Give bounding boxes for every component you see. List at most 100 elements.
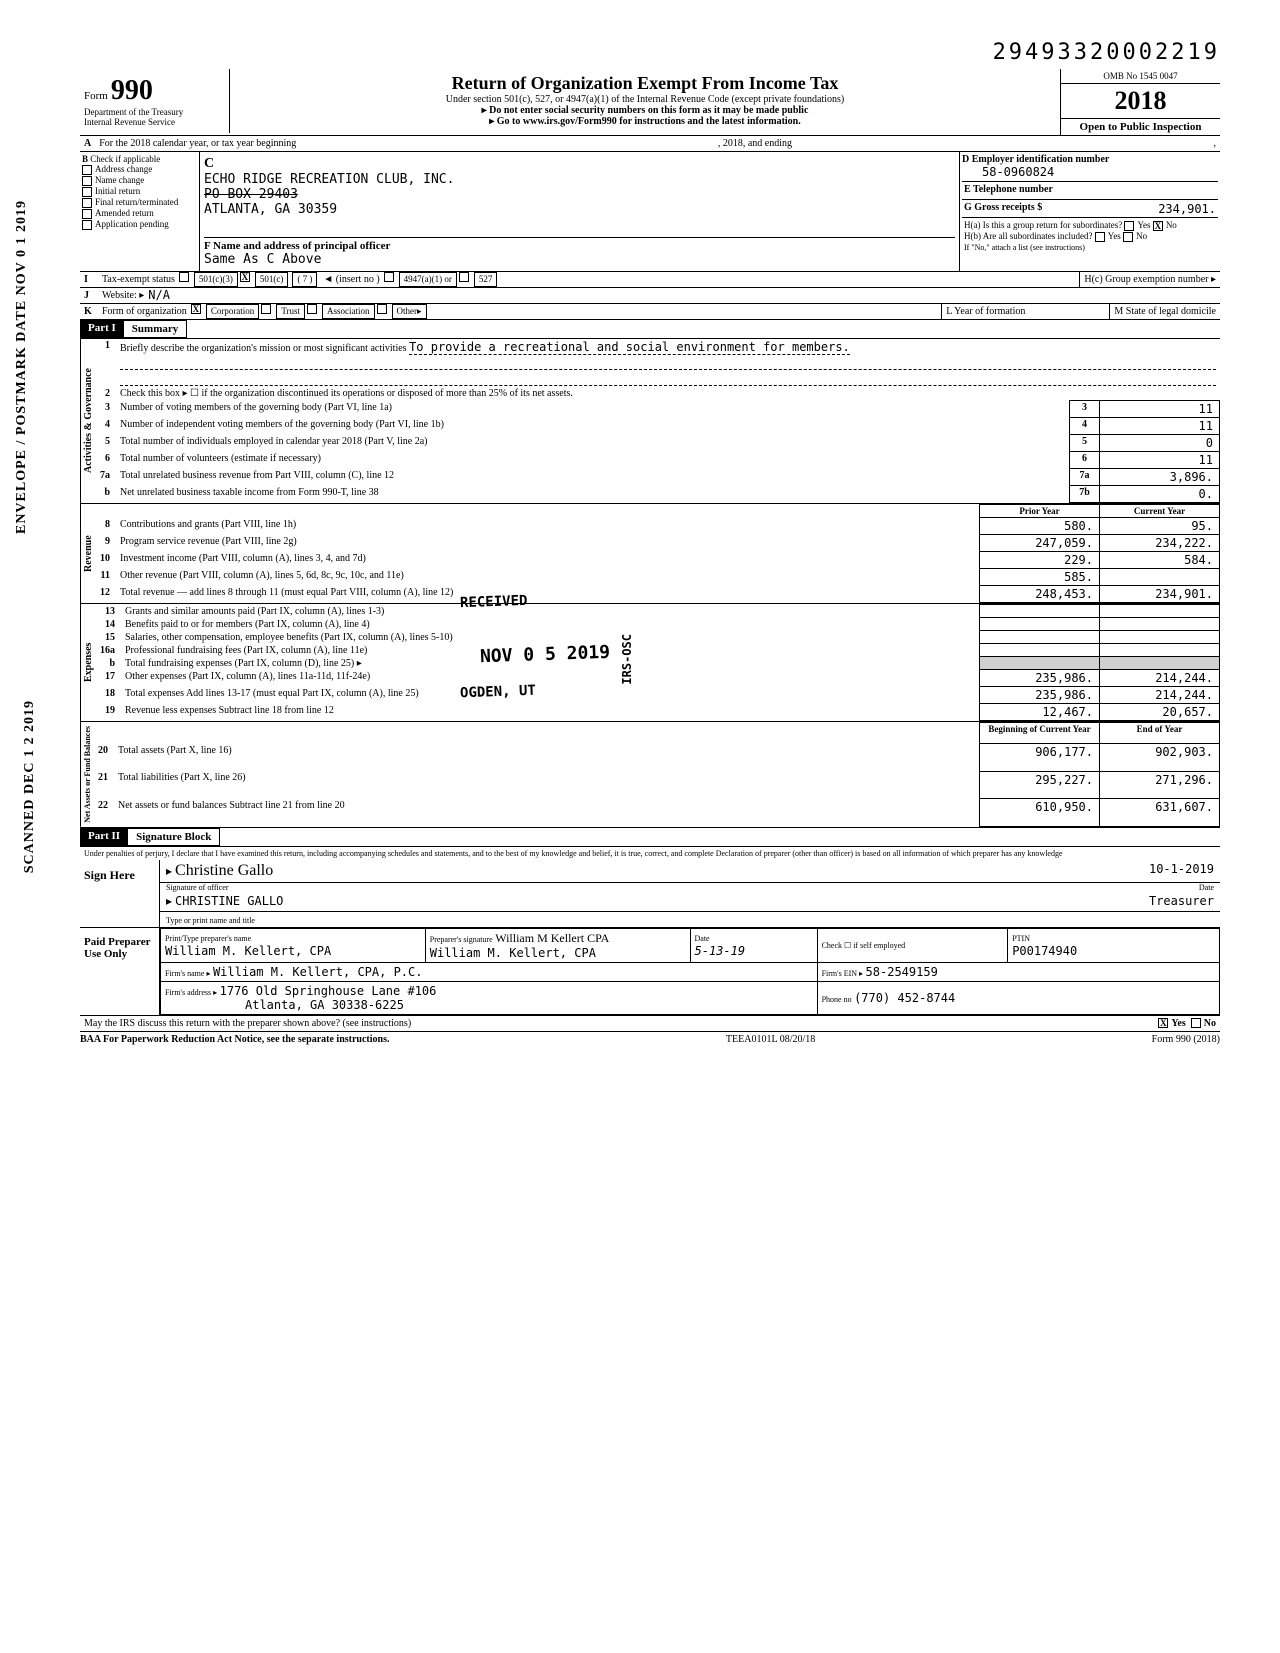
stamp-ogden: OGDEN, UT bbox=[460, 683, 536, 702]
chk-corp[interactable] bbox=[191, 304, 201, 314]
part1-title: Summary bbox=[124, 320, 187, 338]
footer-mid: TEEA0101L 08/20/18 bbox=[726, 1034, 815, 1045]
hb-yes: Yes bbox=[1108, 231, 1121, 241]
chk-ha-yes[interactable] bbox=[1124, 221, 1134, 231]
chk-hb-no[interactable] bbox=[1123, 232, 1133, 242]
chk-amended[interactable] bbox=[82, 209, 92, 219]
top-row: 29493320002219 bbox=[80, 40, 1220, 65]
firm-name: William M. Kellert, CPA, P.C. bbox=[213, 965, 423, 979]
footer-left: BAA For Paperwork Reduction Act Notice, … bbox=[80, 1034, 390, 1045]
chk-527[interactable] bbox=[459, 272, 469, 282]
footer-right: Form 990 (2018) bbox=[1152, 1034, 1220, 1045]
hdr-boy: Beginning of Current Year bbox=[980, 723, 1100, 744]
r12-num: 12 bbox=[96, 586, 116, 603]
scanned-sidebar: SCANNED DEC 1 2 2019 bbox=[22, 700, 38, 873]
discuss-no: No bbox=[1204, 1018, 1216, 1029]
section-bcd: B Check if applicable Address change Nam… bbox=[80, 152, 1220, 272]
stamp-received: RECEIVED bbox=[460, 593, 528, 611]
prep-check-label: Check ☐ if self employed bbox=[822, 941, 906, 950]
chk-ha-no[interactable] bbox=[1153, 221, 1163, 231]
omb-number: OMB No 1545 0047 bbox=[1061, 69, 1220, 84]
chk-501c3[interactable] bbox=[179, 272, 189, 282]
k-desc: Form of organization bbox=[98, 304, 191, 319]
chk-discuss-yes[interactable] bbox=[1158, 1018, 1168, 1028]
hb-note: If "No," attach a list (see instructions… bbox=[964, 243, 1085, 252]
chk-discuss-no[interactable] bbox=[1191, 1018, 1201, 1028]
r11-py: 585. bbox=[980, 569, 1100, 586]
filing-number: 29493320002219 bbox=[993, 40, 1220, 65]
e19-cy: 20,657. bbox=[1100, 704, 1220, 721]
g-label: G Gross receipts $ bbox=[964, 202, 1042, 213]
b-label: B bbox=[82, 154, 88, 164]
r10-desc: Investment income (Part VIII, column (A)… bbox=[116, 552, 980, 569]
firm-addr1: 1776 Old Springhouse Lane #106 bbox=[220, 984, 437, 998]
firm-ein: 58-2549159 bbox=[866, 965, 938, 979]
e16b-cy bbox=[1100, 657, 1220, 670]
chk-hb-yes[interactable] bbox=[1095, 232, 1105, 242]
ln6-box: 6 bbox=[1070, 452, 1100, 469]
row-a-text: For the 2018 calendar year, or tax year … bbox=[99, 138, 296, 149]
lbl-address-change: Address change bbox=[95, 164, 152, 174]
e15-num: 15 bbox=[96, 631, 121, 644]
r9-desc: Program service revenue (Part VIII, line… bbox=[116, 535, 980, 552]
ln6-desc: Total number of volunteers (estimate if … bbox=[116, 452, 1070, 469]
hb-label: H(b) Are all subordinates included? bbox=[964, 231, 1092, 241]
b22-cy: 631,607. bbox=[1100, 799, 1220, 827]
ln5-desc: Total number of individuals employed in … bbox=[116, 435, 1070, 452]
ln3-desc: Number of voting members of the governin… bbox=[116, 401, 1070, 418]
e16b-num: b bbox=[96, 657, 121, 670]
r11-desc: Other revenue (Part VIII, column (A), li… bbox=[116, 569, 980, 586]
r8-num: 8 bbox=[96, 518, 116, 535]
expenses-block: Expenses 13Grants and similar amounts pa… bbox=[80, 604, 1220, 722]
lbl-final-return: Final return/terminated bbox=[95, 197, 178, 207]
ln6-num: 6 bbox=[96, 452, 116, 469]
insert-no-box: ( 7 ) bbox=[292, 272, 317, 287]
officer-title: Treasurer bbox=[1149, 894, 1214, 909]
firm-addr-label: Firm's address ▸ bbox=[165, 988, 217, 997]
e14-cy bbox=[1100, 618, 1220, 631]
chk-trust[interactable] bbox=[261, 304, 271, 314]
r8-py: 580. bbox=[980, 518, 1100, 535]
vert-expenses: Expenses bbox=[80, 604, 96, 721]
lbl-501c3: 501(c)(3) bbox=[194, 272, 238, 287]
e18-py: 235,986. bbox=[980, 687, 1100, 704]
prep-name: William M. Kellert, CPA bbox=[165, 944, 331, 958]
b21-desc: Total liabilities (Part X, line 26) bbox=[114, 771, 980, 799]
hdr-eoy: End of Year bbox=[1100, 723, 1220, 744]
org-addr2: ATLANTA, GA 30359 bbox=[204, 202, 337, 217]
paid-preparer-label: Paid Preparer Use Only bbox=[80, 928, 160, 1015]
ln4-box: 4 bbox=[1070, 418, 1100, 435]
prep-name-label: Print/Type preparer's name bbox=[165, 934, 251, 943]
chk-name-change[interactable] bbox=[82, 176, 92, 186]
chk-final-return[interactable] bbox=[82, 198, 92, 208]
chk-address-change[interactable] bbox=[82, 165, 92, 175]
e15-py bbox=[980, 631, 1100, 644]
r9-cy: 234,222. bbox=[1100, 535, 1220, 552]
row-a-mid: , 2018, and ending bbox=[718, 138, 792, 149]
chk-501c[interactable] bbox=[240, 272, 250, 282]
line2-text: Check this box ▸ ☐ if the organization d… bbox=[116, 387, 1220, 401]
phone-label: Phone no bbox=[822, 995, 852, 1004]
chk-other[interactable] bbox=[377, 304, 387, 314]
e14-desc: Benefits paid to or for members (Part IX… bbox=[121, 618, 980, 631]
r12-desc: Total revenue — add lines 8 through 11 (… bbox=[116, 586, 980, 603]
e19-py: 12,467. bbox=[980, 704, 1100, 721]
hdr-prior: Prior Year bbox=[980, 505, 1100, 518]
e19-num: 19 bbox=[96, 704, 121, 721]
r11-num: 11 bbox=[96, 569, 116, 586]
b22-num: 22 bbox=[94, 799, 114, 827]
firm-name-label: Firm's name ▸ bbox=[165, 969, 210, 978]
chk-assoc[interactable] bbox=[307, 304, 317, 314]
lbl-initial-return: Initial return bbox=[95, 186, 140, 196]
i-label: I bbox=[80, 272, 98, 287]
chk-initial-return[interactable] bbox=[82, 187, 92, 197]
phone-value: (770) 452-8744 bbox=[854, 991, 955, 1005]
sig-date: 10-1-2019 bbox=[1149, 862, 1214, 880]
chk-4947[interactable] bbox=[384, 272, 394, 282]
e19-desc: Revenue less expenses Subtract line 18 f… bbox=[121, 704, 980, 721]
chk-app-pending[interactable] bbox=[82, 220, 92, 230]
main-title: Return of Organization Exempt From Incom… bbox=[234, 73, 1056, 94]
ln4-val: 11 bbox=[1100, 418, 1220, 435]
e15-desc: Salaries, other compensation, employee b… bbox=[121, 631, 980, 644]
form-header: Form 990 Department of the Treasury Inte… bbox=[80, 69, 1220, 136]
